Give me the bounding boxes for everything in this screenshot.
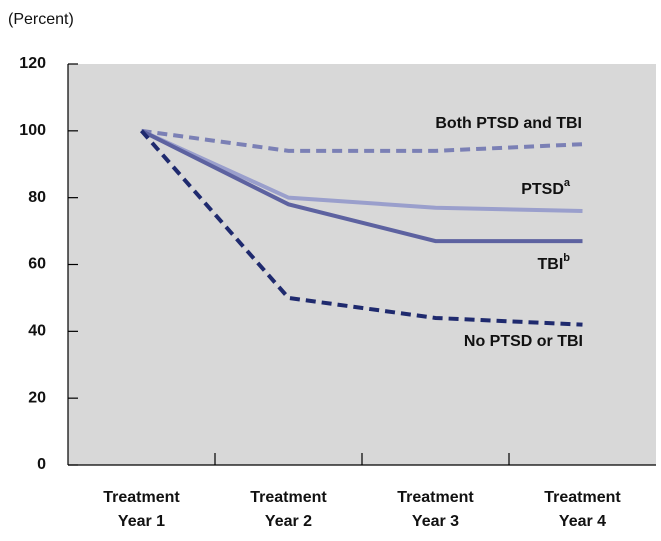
x-tick-label: Year 1 — [118, 513, 165, 530]
series-line — [139, 129, 583, 327]
series-line — [140, 129, 583, 244]
y-axis-title: (Percent) — [8, 11, 74, 28]
x-tick-label: Treatment — [103, 489, 180, 506]
series-name: Both PTSD and TBI — [435, 115, 582, 132]
series-line — [141, 128, 583, 153]
x-tick-label: Year 4 — [559, 513, 606, 530]
series-label: PTSDa — [521, 177, 571, 198]
y-tick-label: 100 — [19, 122, 46, 139]
series-name: PTSD — [521, 181, 564, 198]
x-tick-label: Treatment — [397, 489, 474, 506]
x-tick-label: Treatment — [544, 489, 621, 506]
plot-area — [68, 64, 656, 465]
y-tick-label: 120 — [19, 55, 46, 72]
x-tick-label: Year 2 — [265, 513, 312, 530]
series-label: Both PTSD and TBI — [435, 115, 582, 132]
y-tick-label: 20 — [28, 389, 46, 406]
y-tick-label: 0 — [37, 456, 46, 473]
series-note: b — [563, 252, 570, 264]
y-tick-label: 80 — [28, 189, 46, 206]
series-note: a — [564, 177, 571, 189]
x-tick-label: Year 3 — [412, 513, 459, 530]
series-line — [140, 129, 583, 214]
x-tick-label: Treatment — [250, 489, 327, 506]
series-label: TBIb — [537, 252, 570, 273]
series-name: No PTSD or TBI — [464, 333, 583, 350]
y-tick-label: 40 — [28, 323, 46, 340]
series-name: TBI — [537, 256, 563, 273]
y-tick-label: 60 — [28, 256, 46, 273]
series-label: No PTSD or TBI — [464, 333, 583, 350]
